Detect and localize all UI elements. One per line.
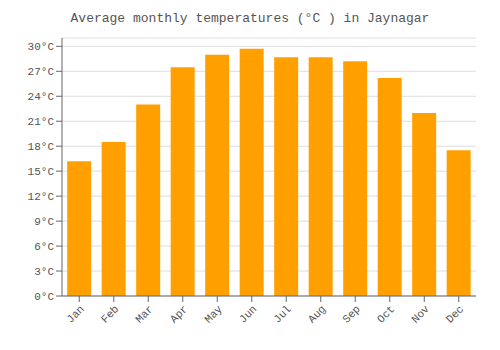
svg-text:Nov: Nov [409,303,432,326]
svg-text:30°C: 30°C [28,41,55,53]
svg-text:9°C: 9°C [34,216,54,228]
svg-text:21°C: 21°C [28,116,55,128]
svg-text:18°C: 18°C [28,141,55,153]
svg-text:15°C: 15°C [28,166,55,178]
svg-text:24°C: 24°C [28,91,55,103]
svg-text:3°C: 3°C [34,266,54,278]
svg-text:Jul: Jul [271,303,293,325]
svg-text:0°C: 0°C [34,291,54,303]
svg-text:Jun: Jun [237,303,259,325]
svg-text:6°C: 6°C [34,241,54,253]
svg-text:12°C: 12°C [28,191,55,203]
svg-text:Apr: Apr [168,303,190,325]
svg-text:Dec: Dec [444,303,466,325]
svg-text:Jan: Jan [64,303,86,325]
html-text:Average monthly temperatures (: Average monthly temperatures (°C ) in Ja… [70,11,430,26]
svg-text:Sep: Sep [340,303,362,325]
svg-text:Feb: Feb [99,303,121,325]
svg-text:27°C: 27°C [28,66,55,78]
svg-text:May: May [202,303,225,326]
svg-text:Aug: Aug [306,303,328,325]
svg-text:Oct: Oct [375,303,397,325]
svg-text:Mar: Mar [133,303,155,325]
